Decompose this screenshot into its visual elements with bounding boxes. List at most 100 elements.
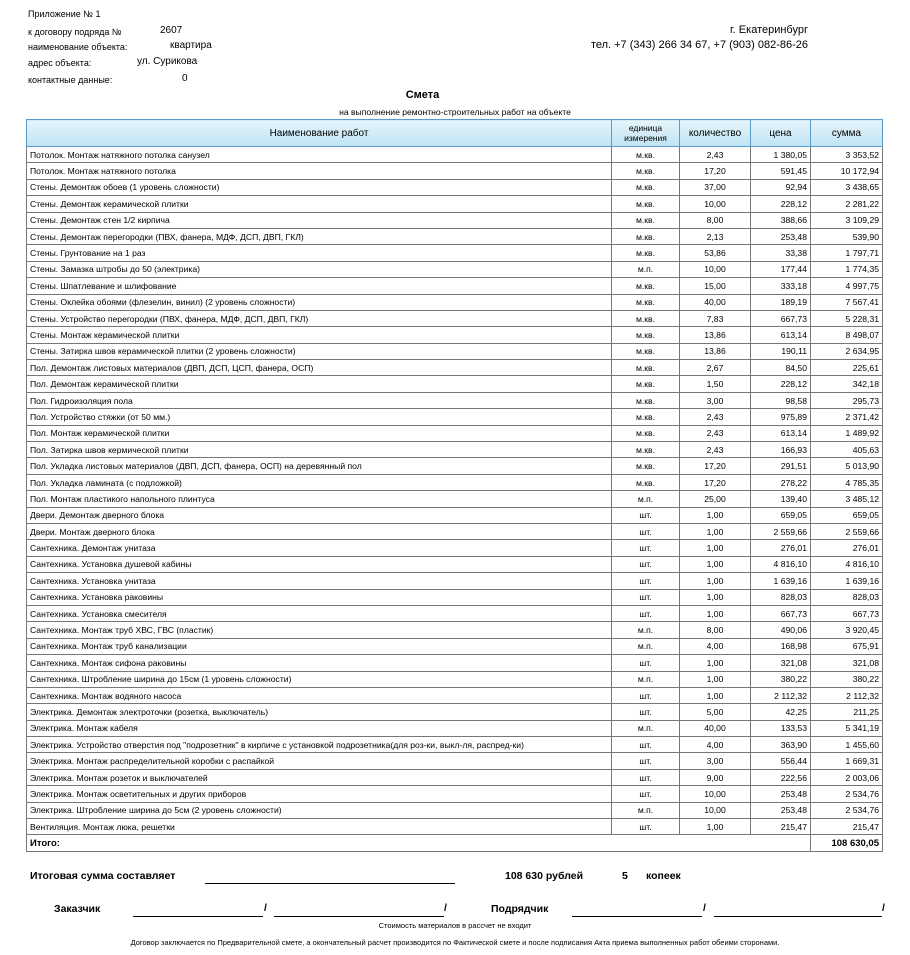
cell: Пол. Укладка листовых материалов (ДВП, Д… — [26, 457, 612, 475]
row: Стены. Монтаж керамической плитки м.кв. 13… — [26, 326, 883, 344]
cell: 556,44 — [750, 752, 811, 770]
cell: 2 559,66 — [750, 522, 811, 541]
cell: Пол. Устройство стяжки (от 50 мм.) — [26, 408, 612, 426]
cell: 40,00 — [679, 719, 751, 738]
cell: 98,58 — [750, 391, 811, 410]
cell: 5 228,31 — [810, 309, 883, 328]
row: Стены. Шпатлевание и шлифование м.кв. 15,0… — [26, 277, 883, 295]
cell: м.кв. — [611, 277, 680, 295]
row: Сантехника. Демонтаж унитаза шт. 1,00 276,0… — [26, 539, 883, 557]
row: Пол. Монтаж пластикого напольного плинту… — [26, 490, 883, 508]
cell: 1,00 — [679, 588, 751, 606]
cell: 15,00 — [679, 277, 751, 295]
cell: 1,00 — [679, 572, 751, 590]
cell: 3 920,45 — [810, 621, 883, 639]
cell: шт. — [611, 654, 680, 672]
cell: Электрика. Монтаж кабеля — [26, 719, 612, 738]
phones: тел. +7 (343) 266 34 67, +7 (903) 082-86… — [590, 39, 808, 51]
cell: 276,01 — [750, 539, 811, 557]
city: г. Екатеринбург — [730, 24, 808, 36]
cell: 3,00 — [679, 752, 751, 770]
row: Сантехника. Монтаж водяного насоса шт. 1,0… — [26, 686, 883, 705]
cell: 1,00 — [679, 604, 751, 623]
cell: шт. — [611, 604, 680, 623]
cell: 539,90 — [810, 227, 883, 246]
cell: м.п. — [611, 670, 680, 688]
cell: 380,22 — [810, 670, 883, 688]
cell: Сантехника. Монтаж труб канализации — [26, 637, 612, 656]
cell: Сантехника. Установка унитаза — [26, 572, 612, 590]
cell: Сантехника. Монтаж труб ХВС, ГВС (пласти… — [26, 621, 612, 639]
slash: / — [444, 902, 447, 914]
cell: Стены. Монтаж керамической плитки — [26, 326, 612, 344]
cell: 7 567,41 — [810, 293, 883, 311]
cell: 3 109,29 — [810, 211, 883, 229]
row: Пол. Демонтаж керамической плитки м.кв. 1,… — [26, 375, 883, 393]
slash: / — [882, 902, 885, 914]
cell: 1 455,60 — [810, 736, 883, 754]
cell: Сантехника. Монтаж сифона раковины — [26, 654, 612, 672]
cell: 490,06 — [750, 621, 811, 639]
cell: м.кв. — [611, 162, 680, 180]
cell: 253,48 — [750, 785, 811, 803]
cell: 17,20 — [679, 162, 751, 180]
cell: Пол. Монтаж пластикого напольного плинту… — [26, 490, 612, 508]
row: Сантехника. Монтаж труб ХВС, ГВС (пласти… — [26, 621, 883, 639]
row: Сантехника. Установка раковины шт. 1,00 828… — [26, 588, 883, 606]
cell: Стены. Оклейка обоями (флезелин, винил) … — [26, 293, 612, 311]
cell: 1,00 — [679, 686, 751, 705]
cell: шт. — [611, 736, 680, 754]
cell: 222,56 — [750, 768, 811, 787]
cell: м.кв. — [611, 457, 680, 475]
cell: 659,05 — [810, 506, 883, 524]
summary-label: Итоговая сумма составляет — [30, 870, 176, 882]
cell: 215,47 — [750, 818, 811, 836]
cell: шт. — [611, 818, 680, 836]
cell: 1,00 — [679, 555, 751, 574]
column-header: единица измерения — [611, 119, 680, 147]
cell: Сантехника. Монтаж водяного насоса — [26, 686, 612, 705]
cell: 828,03 — [750, 588, 811, 606]
cell: Пол. Затирка швов кермической плитки — [26, 441, 612, 459]
cell: 2 003,06 — [810, 768, 883, 787]
cell: 4 997,75 — [810, 277, 883, 295]
cell: м.п. — [611, 637, 680, 656]
cell: 53,86 — [679, 244, 751, 262]
cell: 1 774,35 — [810, 260, 883, 279]
row: Сантехника. Монтаж сифона раковины шт. 1,0… — [26, 654, 883, 672]
cell: 4 785,35 — [810, 473, 883, 492]
cell: 2 534,76 — [810, 801, 883, 820]
cell: 190,11 — [750, 342, 811, 361]
cell: Сантехника. Демонтаж унитаза — [26, 539, 612, 557]
cell: шт. — [611, 686, 680, 705]
contract-no: 2607 — [160, 25, 183, 36]
cell: м.кв. — [611, 441, 680, 459]
row: Электрика. Устройство отверстия под "под… — [26, 736, 883, 754]
cell: 10,00 — [679, 195, 751, 213]
cell: шт. — [611, 506, 680, 524]
row: Стены. Демонтаж керамической плитки м.кв.… — [26, 195, 883, 213]
cell: 5,00 — [679, 703, 751, 721]
row: Стены. Демонтаж обоев (1 уровень сложнос… — [26, 178, 883, 197]
cell: 591,45 — [750, 162, 811, 180]
cell: 1 797,71 — [810, 244, 883, 262]
cell: 10,00 — [679, 801, 751, 820]
cell: м.кв. — [611, 359, 680, 377]
cell: 3 438,65 — [810, 178, 883, 197]
total: 108 630,05 — [810, 834, 883, 852]
cell: Пол. Укладка ламината (с подложкой) — [26, 473, 612, 492]
row: Электрика. Монтаж розеток и выключателей… — [26, 768, 883, 787]
kopecks-label: копеек — [646, 870, 681, 882]
row: Электрика. Монтаж распределительной коро… — [26, 752, 883, 770]
cell: 17,20 — [679, 457, 751, 475]
object-label: наименование объекта: — [28, 42, 128, 52]
cell: 405,63 — [810, 441, 883, 459]
cell: 4 816,10 — [750, 555, 811, 574]
underline — [133, 916, 263, 917]
cell: 675,91 — [810, 637, 883, 656]
cell: 84,50 — [750, 359, 811, 377]
cell: 1 639,16 — [750, 572, 811, 590]
cell: м.кв. — [611, 424, 680, 443]
cell: 276,01 — [810, 539, 883, 557]
cell: 4 816,10 — [810, 555, 883, 574]
